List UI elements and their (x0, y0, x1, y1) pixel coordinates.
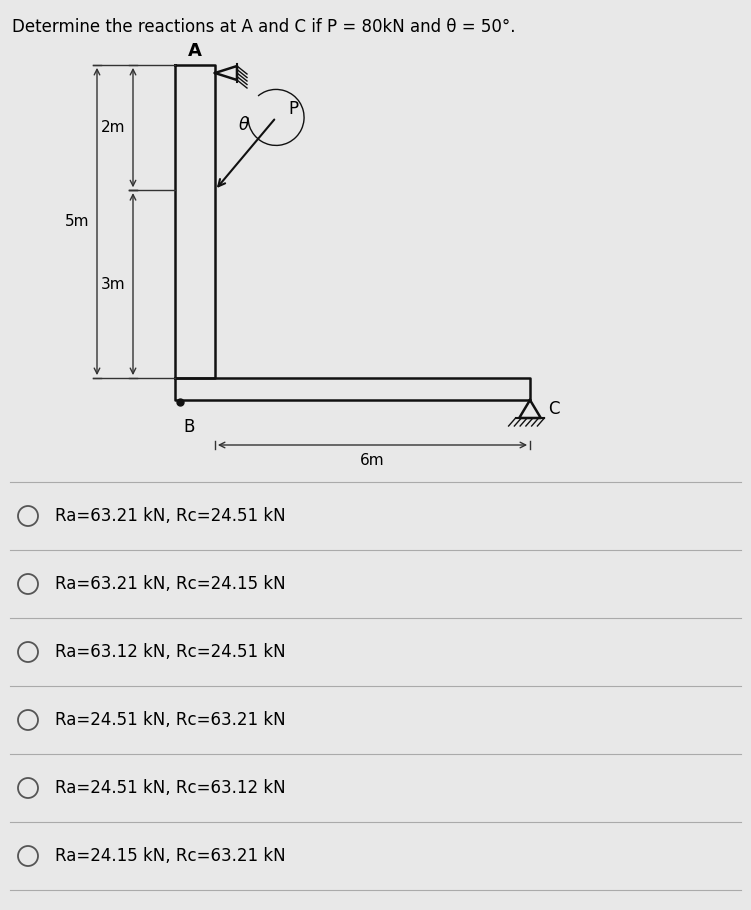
Text: B: B (183, 418, 195, 436)
Text: Ra=63.21 kN, Rc=24.51 kN: Ra=63.21 kN, Rc=24.51 kN (55, 507, 285, 525)
Text: 6m: 6m (360, 453, 385, 468)
Text: A: A (188, 42, 202, 60)
Text: Ra=24.51 kN, Rc=63.12 kN: Ra=24.51 kN, Rc=63.12 kN (55, 779, 285, 797)
Text: 2m: 2m (101, 120, 125, 135)
Text: Ra=63.12 kN, Rc=24.51 kN: Ra=63.12 kN, Rc=24.51 kN (55, 643, 285, 661)
Text: Ra=63.21 kN, Rc=24.15 kN: Ra=63.21 kN, Rc=24.15 kN (55, 575, 285, 593)
Text: Determine the reactions at A and C if P = 80kN and θ = 50°.: Determine the reactions at A and C if P … (12, 18, 515, 36)
Text: 3m: 3m (101, 277, 125, 291)
Text: θ: θ (239, 116, 249, 135)
Text: Ra=24.15 kN, Rc=63.21 kN: Ra=24.15 kN, Rc=63.21 kN (55, 847, 285, 865)
Text: 5m: 5m (65, 214, 89, 229)
Text: C: C (548, 400, 559, 418)
Text: Ra=24.51 kN, Rc=63.21 kN: Ra=24.51 kN, Rc=63.21 kN (55, 711, 285, 729)
Text: P: P (288, 100, 298, 118)
